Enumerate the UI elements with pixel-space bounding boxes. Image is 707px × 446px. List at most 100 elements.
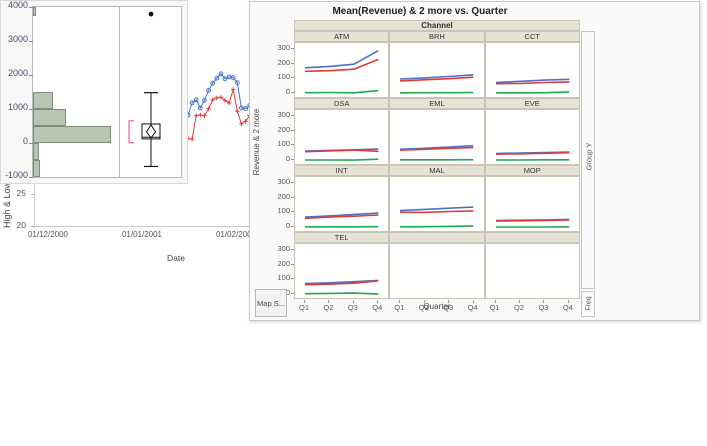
trellis-x-tick-mark (377, 300, 379, 303)
trellis-x-tick-mark (543, 300, 545, 303)
histogram-y-tick-mark (29, 143, 33, 144)
graph-builder-window: Mean(Revenue) & 2 more vs. Quarter Chann… (249, 1, 700, 321)
trellis-x-tick: Q3 (443, 303, 454, 312)
trellis-y-tick: 300 (277, 42, 290, 52)
trellis-cell-svg (495, 151, 569, 161)
trellis-cell-plot[interactable] (484, 243, 580, 299)
histogram-y-tick-mark (29, 7, 33, 8)
trellis-y-tick: 100 (277, 72, 290, 82)
trellis-cell-plot[interactable] (389, 42, 485, 98)
trellis-cell-header: DSA (294, 98, 390, 109)
trellis-y-tick-mark (291, 293, 294, 295)
trellis-cell-header: BRH (389, 31, 485, 42)
trellis-y-tick: 300 (277, 109, 290, 119)
distribution-histogram-panel: 4000 3000 2000 1000 0 -1000 (0, 0, 188, 184)
trellis-y-tick: 300 (277, 176, 290, 186)
trellis-y-tick: 200 (277, 57, 290, 67)
trellis-y-tick-mark (291, 62, 294, 64)
trellis-x-tick: Q2 (418, 303, 429, 312)
histogram-bar[interactable] (33, 7, 37, 16)
trellis-cell-header: MOP (484, 165, 580, 176)
trellis-y-tick-mark (291, 226, 294, 228)
trellis-y-tick: 300 (277, 243, 290, 253)
trellis-x-tick-mark (423, 300, 425, 303)
trellis-y-tick-mark (291, 129, 294, 131)
trellis-y-tick: 0 (285, 154, 290, 164)
trellis-cell-svg (400, 74, 474, 94)
time-series-y-tick-mark (31, 226, 34, 227)
histogram-bar[interactable] (33, 92, 53, 109)
trellis-y-tick-mark (291, 248, 294, 250)
trellis-y-tick-mark (291, 144, 294, 146)
trellis-y-tick-mark (291, 77, 294, 79)
trellis-y-tick-mark (291, 181, 294, 183)
trellis-x-tick: Q4 (467, 303, 478, 312)
trellis-y-tick: 200 (277, 258, 290, 268)
trellis-x-tick-mark (304, 300, 305, 303)
trellis-x-tick: Q4 (372, 303, 383, 312)
channel-group-header: Channel (294, 20, 580, 31)
histogram-bar[interactable] (33, 109, 66, 126)
trellis-x-tick-mark (494, 300, 496, 303)
histogram-bar[interactable] (33, 160, 41, 177)
grid-y-axis-label: Revenue & 2 more (252, 108, 261, 176)
trellis-cell-header (484, 232, 580, 243)
time-series-x-axis-label: Date (167, 253, 185, 263)
trellis-x-tick: Q1 (489, 303, 500, 312)
trellis-cell-plot[interactable] (484, 42, 580, 98)
trellis-cell-header: TEL (294, 232, 390, 243)
histogram-y-tick-mark (29, 177, 33, 178)
time-series-y-tick-mark (31, 194, 34, 196)
histogram-bar[interactable] (33, 143, 40, 160)
trellis-y-tick-mark (291, 47, 294, 49)
time-series-y-tick: 25 (16, 188, 26, 199)
trellis-x-tick: Q1 (298, 303, 309, 312)
trellis-y-tick: 100 (277, 139, 290, 149)
freq-label: Freq (585, 296, 593, 311)
trellis-y-tick-mark (291, 263, 294, 265)
time-series-x-tick: 01/02/2001 (215, 230, 257, 239)
trellis-y-tick: 200 (277, 191, 290, 201)
map-shape-drop-zone[interactable]: Map S... (255, 289, 287, 317)
trellis-cell-svg (304, 279, 379, 295)
histogram-y-tick-mark (29, 75, 33, 76)
trellis-x-tick: Q2 (323, 303, 334, 312)
trellis-y-tick-mark (291, 196, 294, 198)
trellis-x-tick-mark (328, 300, 330, 303)
time-series-y-tick: 20 (16, 220, 26, 230)
trellis-x-tick-mark (519, 300, 521, 303)
histogram-y-tick: 4000 (7, 0, 28, 10)
trellis-cell-svg (304, 212, 379, 228)
trellis-cell-plot[interactable] (484, 176, 580, 232)
trellis-x-tick: Q3 (347, 303, 358, 312)
trellis-cell-plot[interactable] (294, 243, 390, 299)
trellis-cell-plot[interactable] (294, 42, 390, 98)
trellis-cell-plot[interactable] (389, 176, 485, 232)
trellis-cell-header: MAL (389, 165, 485, 176)
graph-title: Mean(Revenue) & 2 more vs. Quarter (332, 6, 508, 17)
trellis-cell-plot[interactable] (484, 109, 580, 165)
trellis-cell-plot[interactable] (294, 109, 390, 165)
trellis-cell-svg (400, 144, 474, 161)
histogram-bar[interactable] (33, 126, 111, 143)
histogram-y-tick: 0 (22, 136, 28, 146)
trellis-y-tick: 200 (277, 124, 290, 134)
time-series-x-tick: 01/12/2000 (27, 230, 69, 239)
trellis-x-tick: Q4 (562, 303, 573, 312)
histogram-y-tick: -1000 (4, 170, 28, 180)
trellis-cell-svg (495, 218, 569, 228)
trellis-x-tick: Q3 (538, 303, 549, 312)
group-y-drop-zone[interactable]: Group Y (581, 31, 595, 289)
trellis-y-tick-mark (291, 159, 294, 161)
trellis-cell-header: INT (294, 165, 390, 176)
trellis-cell-header: EVE (484, 98, 580, 109)
freq-drop-zone[interactable]: Freq (581, 291, 595, 317)
trellis-cell-plot[interactable] (294, 176, 390, 232)
trellis-cell-plot[interactable] (389, 109, 485, 165)
trellis-cell-header: EML (389, 98, 485, 109)
trellis-cell-plot[interactable] (389, 243, 485, 299)
trellis-y-tick-mark (291, 92, 294, 94)
boxplot-svg (128, 11, 161, 168)
histogram-boxplot-divider (119, 7, 120, 177)
trellis-y-tick: 0 (285, 87, 290, 97)
